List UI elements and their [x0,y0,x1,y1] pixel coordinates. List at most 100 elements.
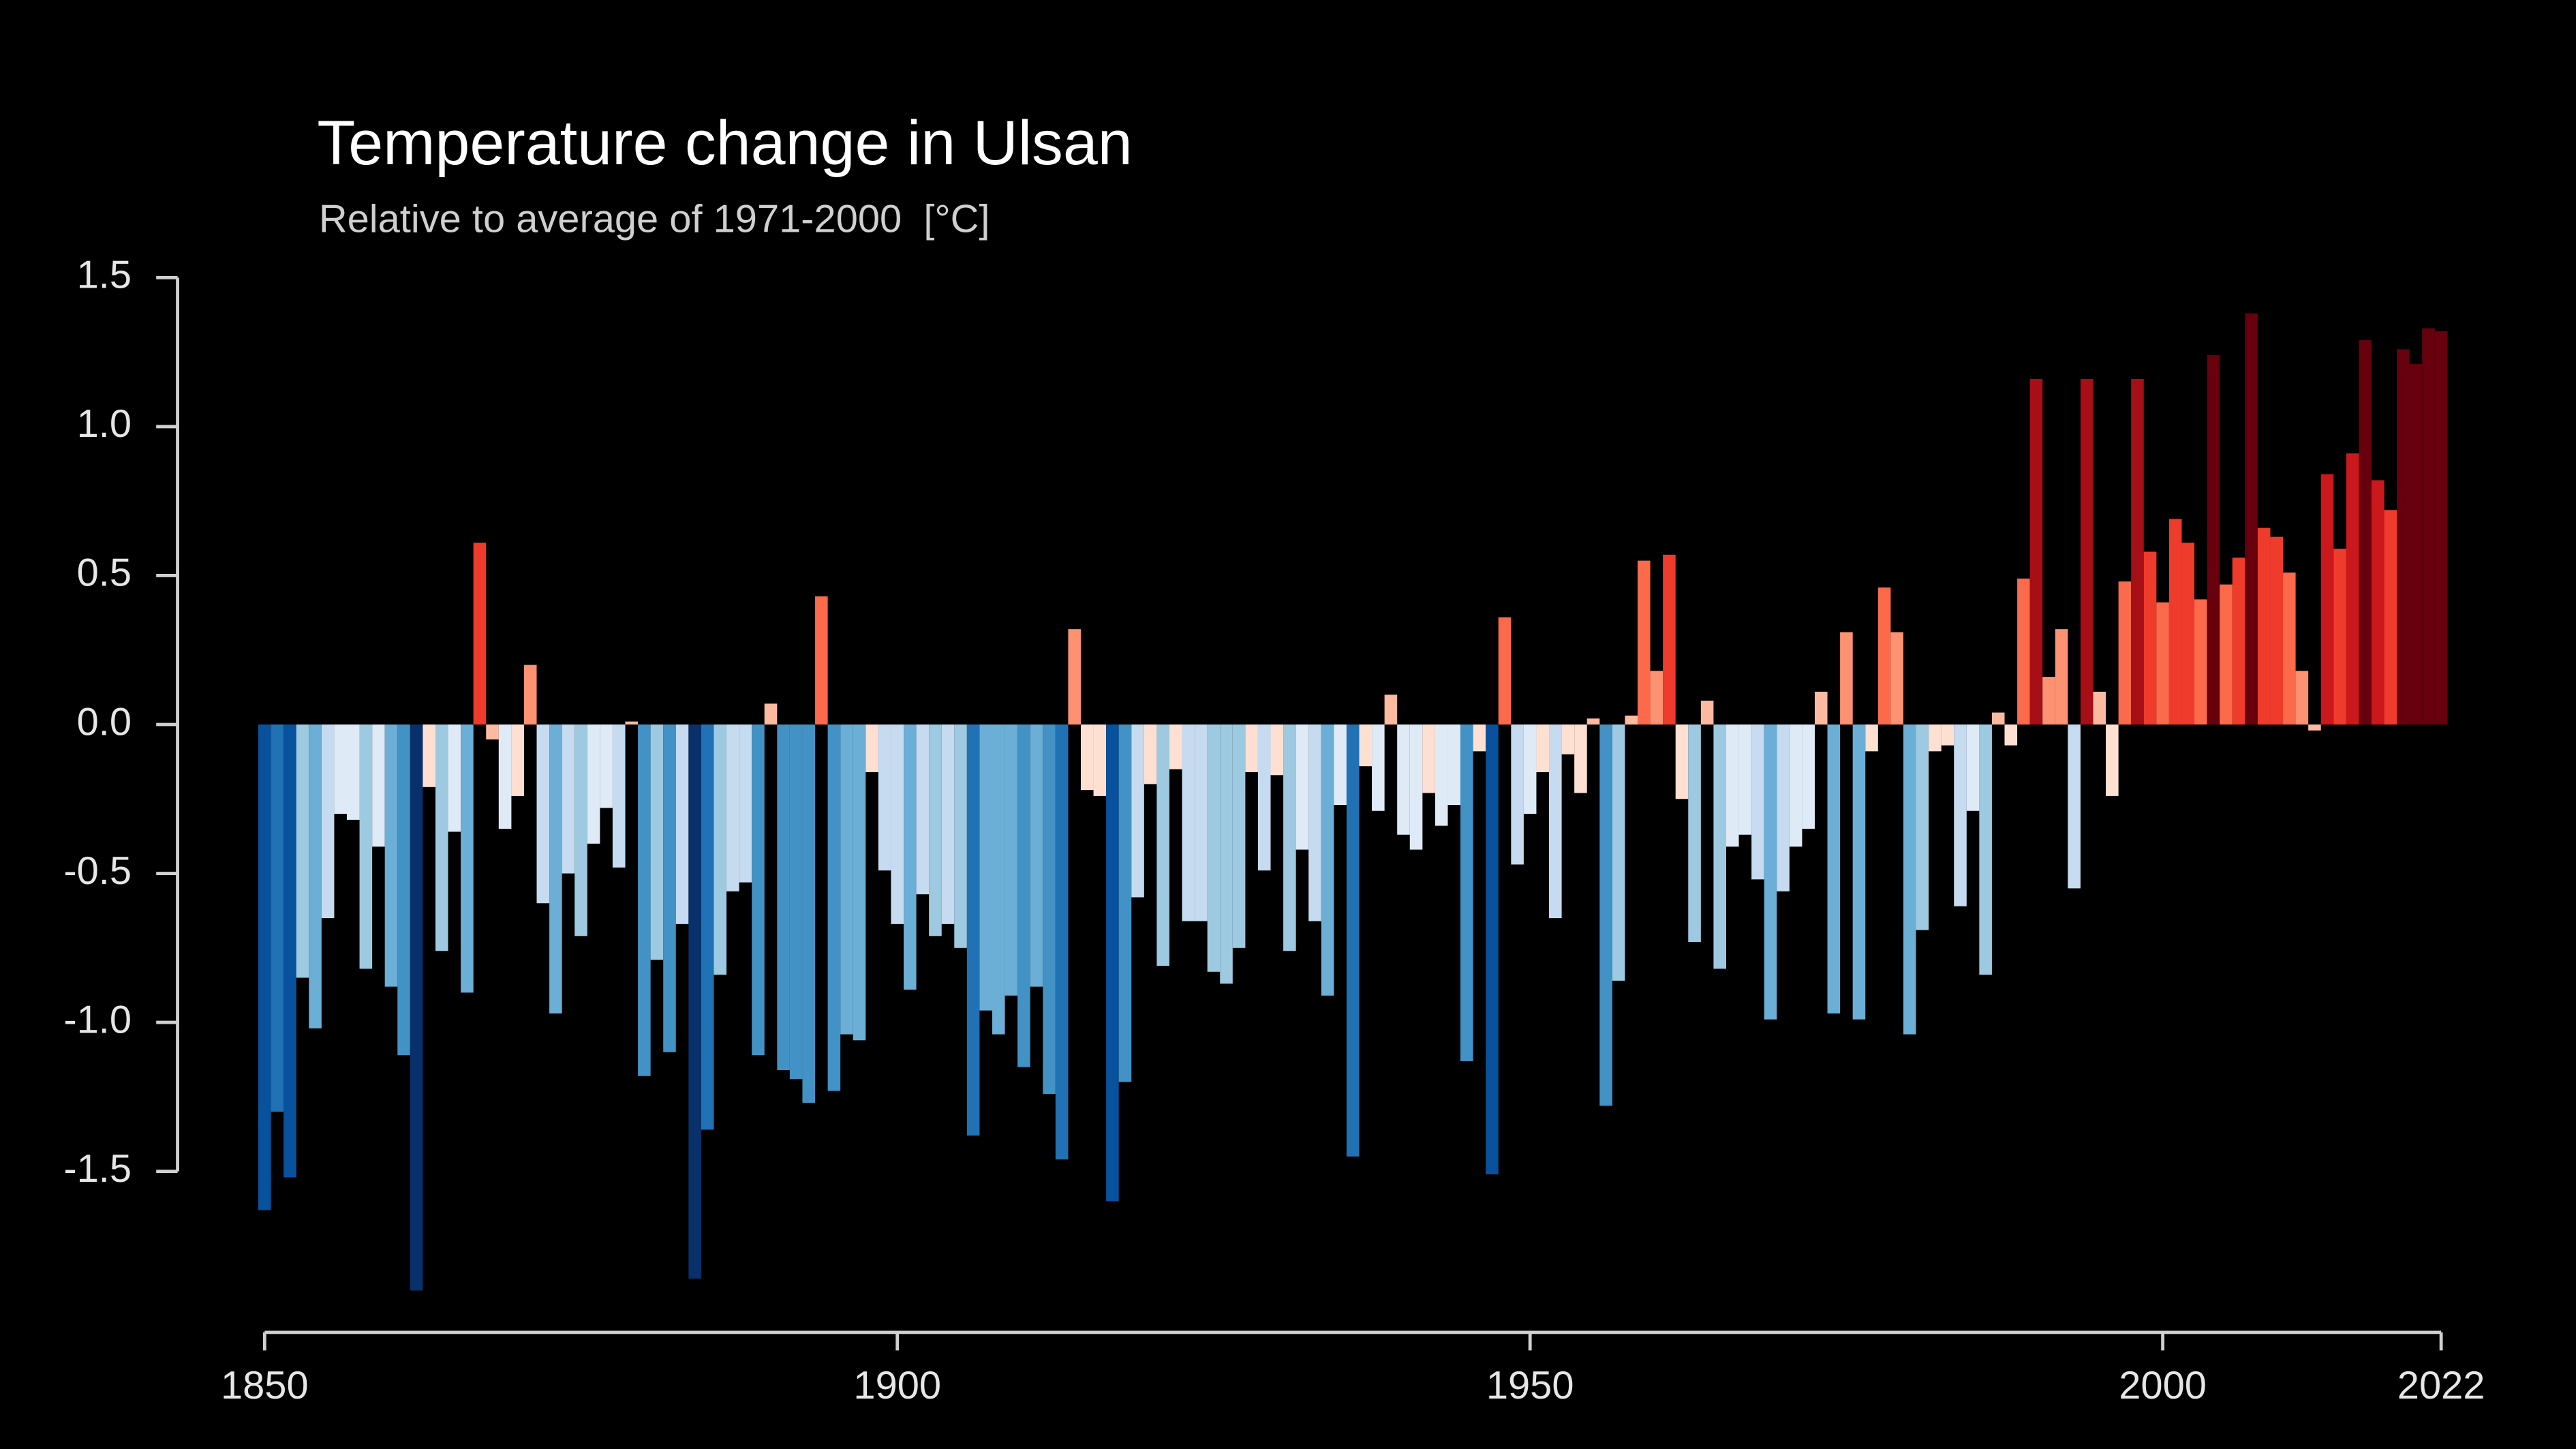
bar [1182,724,1195,921]
bar [1220,724,1233,984]
bar [587,724,600,844]
bar [359,724,373,969]
bar [612,724,626,868]
bar [865,724,878,772]
x-tick-label: 2000 [2119,1364,2207,1407]
bar [1308,724,1321,921]
bar [2283,573,2296,724]
bar [1929,724,1942,752]
x-tick-label: 1950 [1486,1364,1574,1407]
bar [486,724,499,739]
bar [410,724,423,1291]
bar [384,724,398,987]
bar [1751,724,1764,880]
bar [1536,724,1550,772]
bar [1207,724,1221,972]
bar [334,724,347,814]
bar [853,724,866,1041]
bar [941,724,955,924]
bar [1764,724,1777,1020]
bar [1713,724,1726,969]
bar [2181,543,2195,724]
bar [1321,724,1334,996]
chart-title: Temperature change in Ulsan [317,108,1132,178]
bar [600,724,613,808]
bar [321,724,335,919]
bar [2017,578,2030,724]
bar [1675,724,1689,799]
y-tick-label: -1.0 [63,998,132,1041]
bar [2295,671,2309,724]
bar [1359,724,1373,767]
bar [549,724,562,1013]
bar [1118,724,1132,1082]
bar [2257,528,2271,724]
y-tick-label: 0.0 [77,700,132,744]
bar [448,724,461,832]
bar [2320,474,2334,724]
x-tick-label: 1850 [221,1364,309,1407]
bar [688,724,701,1279]
bar [1232,724,1246,948]
bar [1941,724,1954,746]
bar [675,724,689,924]
bar [1954,724,1967,906]
bar [372,724,385,847]
bar [1549,724,1562,919]
bar [1093,724,1107,796]
bar [1638,560,1651,724]
bar [904,724,917,990]
bar [815,596,828,724]
bar [1890,632,1903,724]
bar [1372,724,1385,811]
bar [1486,724,1499,1175]
bar [1055,724,1069,1160]
bar [1435,724,1448,826]
bar [840,724,853,1035]
bar [1916,724,1929,930]
bar [1991,712,2005,724]
bar [891,724,904,924]
bar [739,724,752,883]
bar [2308,724,2321,731]
bar [1738,724,1752,835]
bar [1625,715,1638,724]
bar [1043,724,1056,1094]
bar [777,724,790,1071]
bar [2194,599,2207,724]
bar [929,724,942,936]
bar [2068,724,2081,889]
bar [1447,724,1461,806]
bar [714,724,727,975]
bar [1966,724,1980,811]
y-tick-label: 0.5 [77,551,132,595]
bar [1005,724,1018,996]
bar [701,724,714,1130]
bar [536,724,550,904]
bar [1144,724,1157,784]
bar [1080,724,1094,791]
bar [1169,724,1182,769]
bar [271,724,284,1112]
y-tick-label: -0.5 [63,849,132,893]
bar [1295,724,1309,850]
bar [1979,724,1992,975]
x-tick-label: 1900 [853,1364,941,1407]
bar [1131,724,1144,898]
bar [992,724,1005,1035]
bar [435,724,448,951]
bar [1574,724,1587,793]
bar [1789,724,1803,847]
bar [1422,724,1435,793]
bar [979,724,993,1011]
bar [1726,724,1739,847]
bar [1195,724,1208,921]
bar [346,724,360,820]
bar [1777,724,1790,891]
bar [1460,724,1473,1061]
bar [1688,724,1701,943]
bar [2434,331,2448,724]
bar [2245,313,2258,724]
bar [1599,724,1612,1106]
